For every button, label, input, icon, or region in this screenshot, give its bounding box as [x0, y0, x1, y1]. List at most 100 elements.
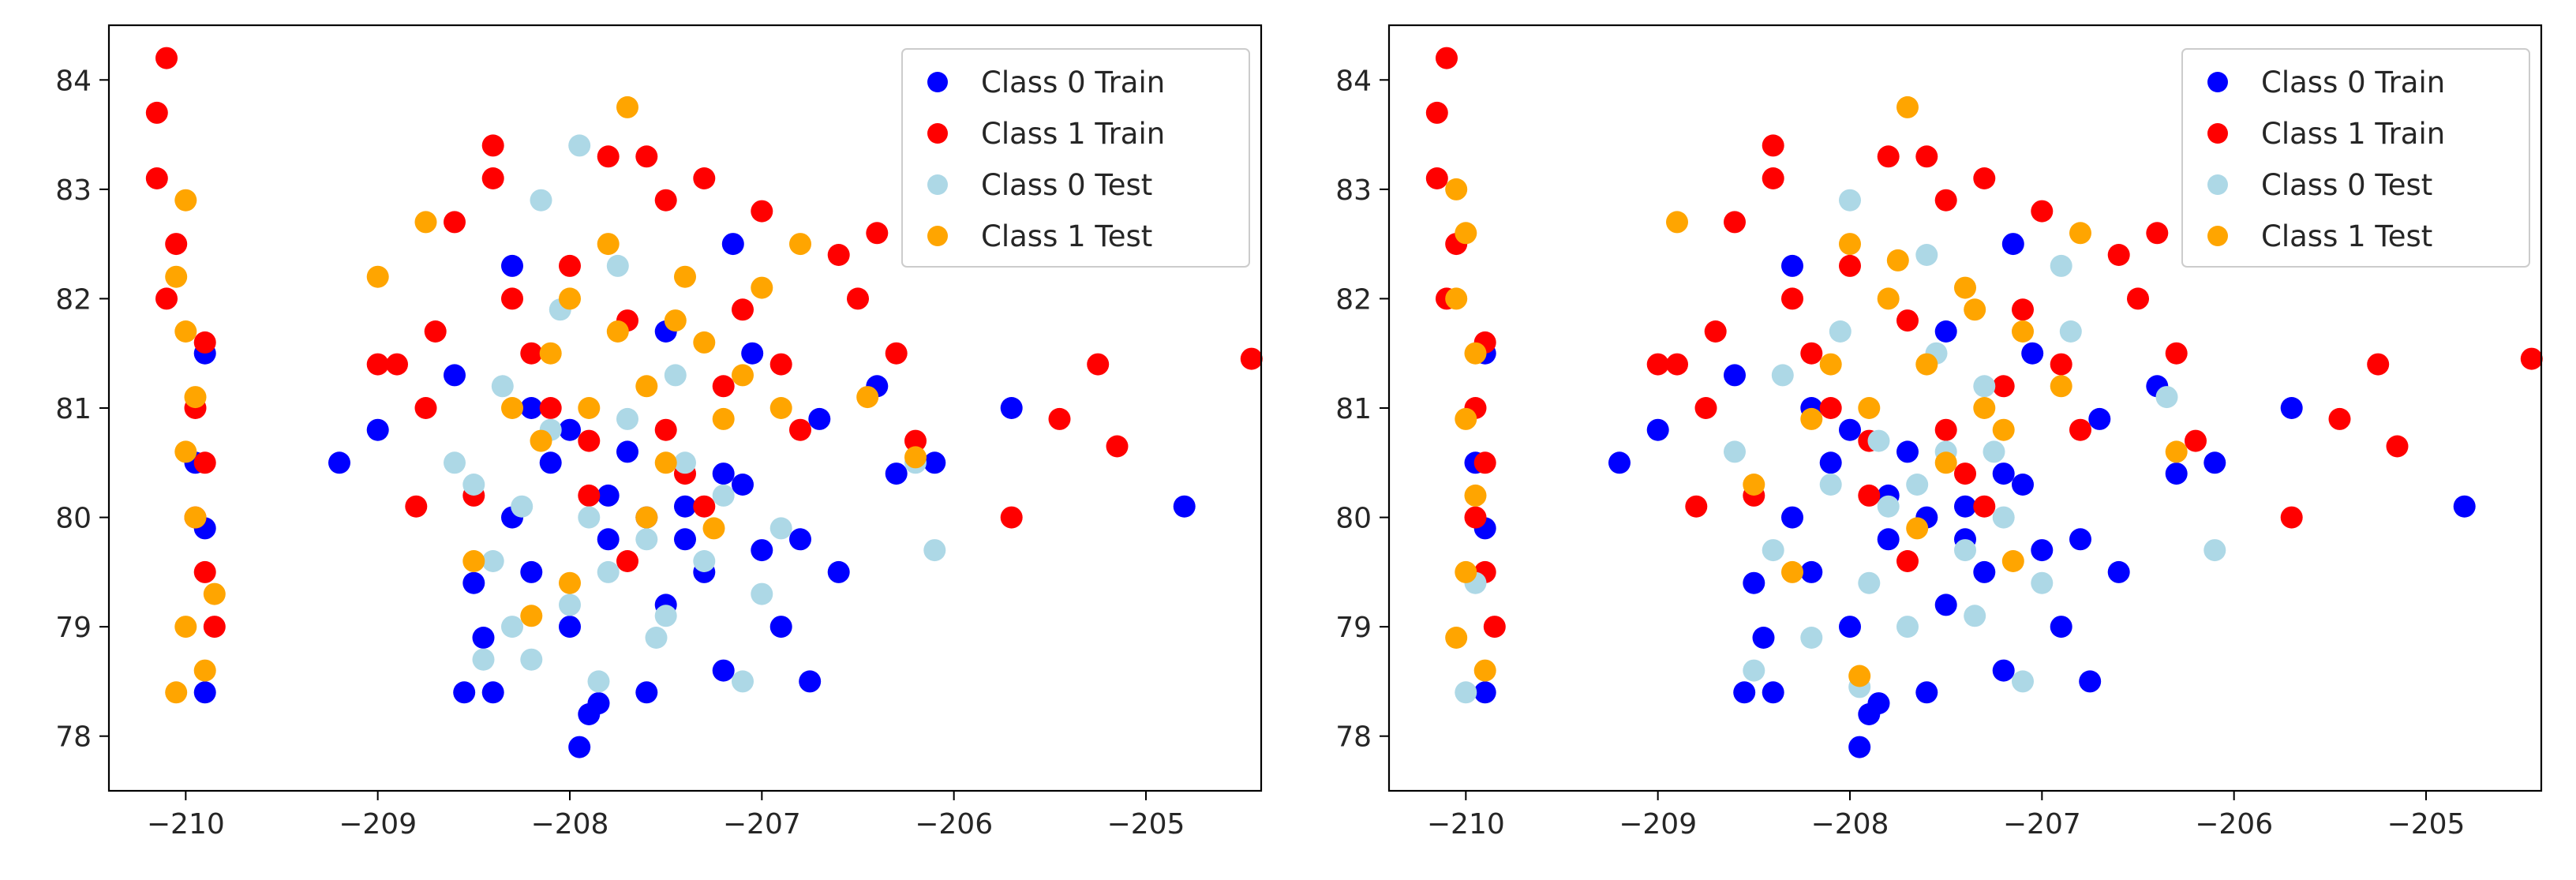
data-point [1858, 571, 1881, 594]
data-point [174, 616, 197, 638]
data-point [1445, 178, 1468, 200]
data-point [1743, 659, 1765, 682]
data-point [1973, 495, 1996, 518]
x-tick-label: −206 [2195, 808, 2273, 841]
data-point [751, 276, 773, 299]
data-point [1877, 495, 1900, 518]
data-point [511, 495, 534, 518]
data-point [721, 233, 744, 256]
data-point [1858, 484, 1881, 507]
data-point [597, 233, 620, 256]
data-point [462, 550, 485, 572]
data-point [693, 550, 716, 572]
data-point [578, 397, 601, 419]
x-tick-label: −206 [915, 808, 993, 841]
data-point [203, 616, 226, 638]
data-point [1445, 287, 1468, 310]
data-point [712, 375, 735, 398]
data-point [2367, 353, 2390, 376]
data-point [184, 386, 207, 409]
data-point [2059, 320, 2082, 343]
data-point [1762, 167, 1784, 189]
data-point [606, 254, 629, 277]
data-point [1464, 484, 1487, 507]
data-point [1886, 249, 1909, 271]
data-point [1743, 571, 1765, 594]
data-point [1992, 375, 2015, 398]
data-point [481, 550, 504, 572]
data-point [674, 265, 696, 288]
data-point [174, 189, 197, 212]
data-point [2031, 571, 2054, 594]
y-tick-label: 78 [1335, 721, 1372, 754]
data-point [1934, 320, 1957, 343]
x-tick-label: −209 [1619, 808, 1697, 841]
data-point [1829, 320, 1852, 343]
data-point [1724, 364, 1746, 387]
legend-marker [2207, 123, 2228, 144]
data-point [1992, 418, 2015, 441]
left-scatter-panel: −210 −209 −208 −207 −206 −205 78 79 80 81 82 83 84 Cl… [55, 24, 1263, 841]
legend-label: Class 0 Test [981, 168, 1152, 202]
data-point [923, 451, 946, 474]
y-tick-label: 78 [55, 721, 92, 754]
data-point [155, 287, 178, 310]
data-point [1781, 560, 1803, 583]
series-class-0-train [184, 233, 1196, 758]
data-point [1173, 495, 1196, 518]
data-point [193, 331, 216, 354]
x-tick-label: −205 [2387, 808, 2466, 841]
data-point [2079, 670, 2102, 693]
data-point [2328, 407, 2351, 430]
series-class-1-test [1445, 95, 2188, 687]
data-point [712, 462, 735, 485]
data-point [462, 474, 485, 496]
legend-label: Class 1 Test [981, 219, 1152, 253]
data-point [1704, 320, 1727, 343]
legend-marker [927, 72, 948, 92]
data-point [539, 397, 562, 419]
data-point [616, 407, 638, 430]
data-point [366, 265, 389, 288]
data-point [799, 670, 822, 693]
data-point [2165, 342, 2188, 365]
data-point [1048, 407, 1071, 430]
data-point [769, 616, 792, 638]
data-point [751, 539, 773, 562]
data-point [1762, 539, 1784, 562]
data-point [1973, 560, 1996, 583]
data-point [732, 298, 754, 321]
data-point [732, 364, 754, 387]
data-point [405, 495, 428, 518]
data-point [559, 616, 581, 638]
data-point [1896, 95, 1919, 118]
data-point [193, 451, 216, 474]
data-point [2050, 375, 2072, 398]
data-point [1954, 539, 1976, 562]
data-point [2088, 407, 2111, 430]
data-point [1724, 211, 1746, 234]
data-point [501, 397, 523, 419]
data-point [1464, 342, 1487, 365]
y-axis: 78 79 80 81 82 83 84 [1335, 65, 1389, 754]
data-point [414, 211, 437, 234]
y-tick-label: 79 [55, 612, 92, 644]
data-point [1800, 342, 1823, 365]
data-point [1473, 451, 1496, 474]
legend-box [901, 48, 1250, 268]
data-point [1906, 474, 1929, 496]
legend-label: Class 0 Test [2261, 168, 2432, 202]
data-point [732, 670, 754, 693]
data-point [712, 659, 735, 682]
data-point [1743, 474, 1765, 496]
data-point [2012, 298, 2034, 321]
data-point [453, 681, 476, 704]
data-point [1455, 681, 1477, 704]
data-point [145, 167, 168, 189]
data-point [174, 440, 197, 463]
legend-box [2181, 48, 2530, 268]
x-tick-label: −210 [147, 808, 225, 841]
data-point [2107, 560, 2130, 583]
data-point [1800, 407, 1823, 430]
data-point [732, 474, 754, 496]
